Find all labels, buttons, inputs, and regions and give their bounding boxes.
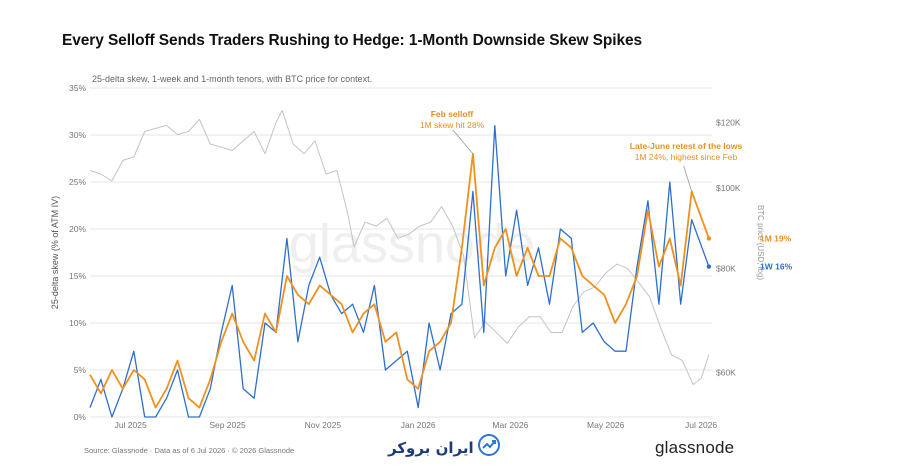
- y2-tick-label: $120K: [716, 117, 741, 127]
- x-tick-label: Sep 2025: [209, 420, 246, 430]
- x-tick-label: Nov 2025: [305, 420, 342, 430]
- series-1m-line: [89, 152, 710, 409]
- y-tick-label: 20%: [69, 224, 86, 234]
- series-1w-end-label: 1W 16%: [760, 262, 793, 272]
- y2-axis-title: BTC price (USD, log): [756, 205, 765, 280]
- annotation-leader-line: [683, 165, 693, 192]
- axes: 0% 5% 10% 15% 20% 25% 30% 35% $60K $80K $100K $120K…: [50, 83, 765, 430]
- y-tick-label: 5%: [74, 365, 87, 375]
- brand-center-logo: ایران بروکر: [388, 434, 500, 461]
- y2-tick-label: $100K: [716, 183, 741, 193]
- y-tick-label: 10%: [69, 318, 86, 328]
- x-tick-label: May 2026: [587, 420, 625, 430]
- y-tick-label: 35%: [69, 83, 86, 93]
- x-tick-label: Jul 2025: [115, 420, 147, 430]
- chart-subtitle: 25-delta skew, 1-week and 1-month tenors…: [92, 74, 373, 84]
- btc-price-line: [89, 110, 710, 385]
- annotation-text: 1M skew hit 28%: [420, 120, 485, 130]
- y2-tick-label: $60K: [716, 367, 736, 377]
- x-tick-label: Mar 2026: [492, 420, 528, 430]
- annotation-title: Feb selloff: [431, 109, 474, 119]
- y-tick-label: 15%: [69, 271, 86, 281]
- series-1m-end-label: 1M 19%: [760, 233, 792, 243]
- trend-chart-icon: [477, 434, 500, 461]
- x-tick-label: Jul 2026: [685, 420, 717, 430]
- chart-title: Every Selloff Sends Traders Rushing to H…: [62, 32, 643, 49]
- y-tick-label: 30%: [69, 130, 86, 140]
- series-1w-line: [89, 124, 710, 418]
- x-tick-label: Jan 2026: [401, 420, 436, 430]
- series-1w-end-dot: [706, 264, 712, 269]
- annotation-title: Late-June retest of the lows: [630, 141, 743, 151]
- brand-logo: glassnode: [655, 438, 735, 457]
- annotation-leader-line: [452, 129, 474, 155]
- y2-tick-label: $80K: [716, 264, 736, 274]
- source-note: Source: Glassnode · Data as of 6 Jul 202…: [84, 446, 295, 455]
- y-tick-label: 0%: [74, 412, 87, 422]
- y-tick-label: 25%: [69, 177, 86, 187]
- watermark-text: glassnode: [289, 214, 535, 274]
- series-1m-end-dot: [706, 236, 712, 241]
- annotation-text: 1M 24%, highest since Feb: [635, 152, 738, 162]
- brand-center-text: ایران بروکر: [388, 438, 474, 457]
- y-axis-title: 25-delta skew (% of ATM IV): [50, 196, 60, 309]
- series-lines: [89, 110, 710, 418]
